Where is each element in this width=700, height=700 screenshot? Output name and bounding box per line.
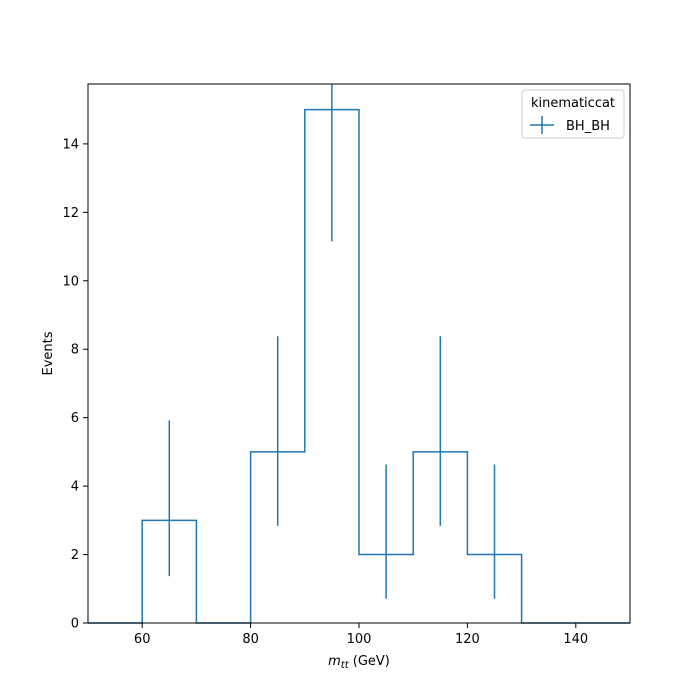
x-tick-label: 120: [455, 632, 480, 647]
y-tick-label: 12: [62, 206, 79, 221]
plot-frame: [87, 83, 631, 624]
x-tick-label: 80: [242, 632, 259, 647]
legend-title: kinematiccat: [531, 96, 615, 111]
legend-entry-label: BH_BH: [566, 119, 610, 134]
y-tick-label: 6: [71, 411, 79, 426]
y-axis-label: Events: [41, 331, 56, 375]
legend: kinematiccat BH_BH: [521, 89, 625, 139]
y-tick-label: 14: [62, 137, 79, 152]
y-tick-label: 4: [71, 480, 79, 495]
x-tick-label: 100: [347, 632, 372, 647]
y-tick-label: 0: [71, 617, 79, 632]
axis-ticks: 60 80 100 120 140 0 2 4 6 8 10 12 14: [62, 137, 588, 647]
x-axis-label-main: m: [328, 654, 341, 669]
y-tick-label: 8: [71, 343, 79, 358]
x-tick-label: 140: [563, 632, 588, 647]
y-tick-label: 10: [62, 274, 79, 289]
plot-area: [88, 84, 630, 624]
x-axis-label-unit: (GeV): [349, 654, 390, 669]
legend-box: [521, 89, 625, 139]
x-axis-label-subscript: tt: [341, 660, 350, 671]
x-axis-label: mtt (GeV): [328, 654, 390, 671]
histogram-step-line: [88, 108, 630, 624]
x-tick-label: 60: [134, 632, 151, 647]
y-tick-label: 2: [71, 548, 79, 563]
